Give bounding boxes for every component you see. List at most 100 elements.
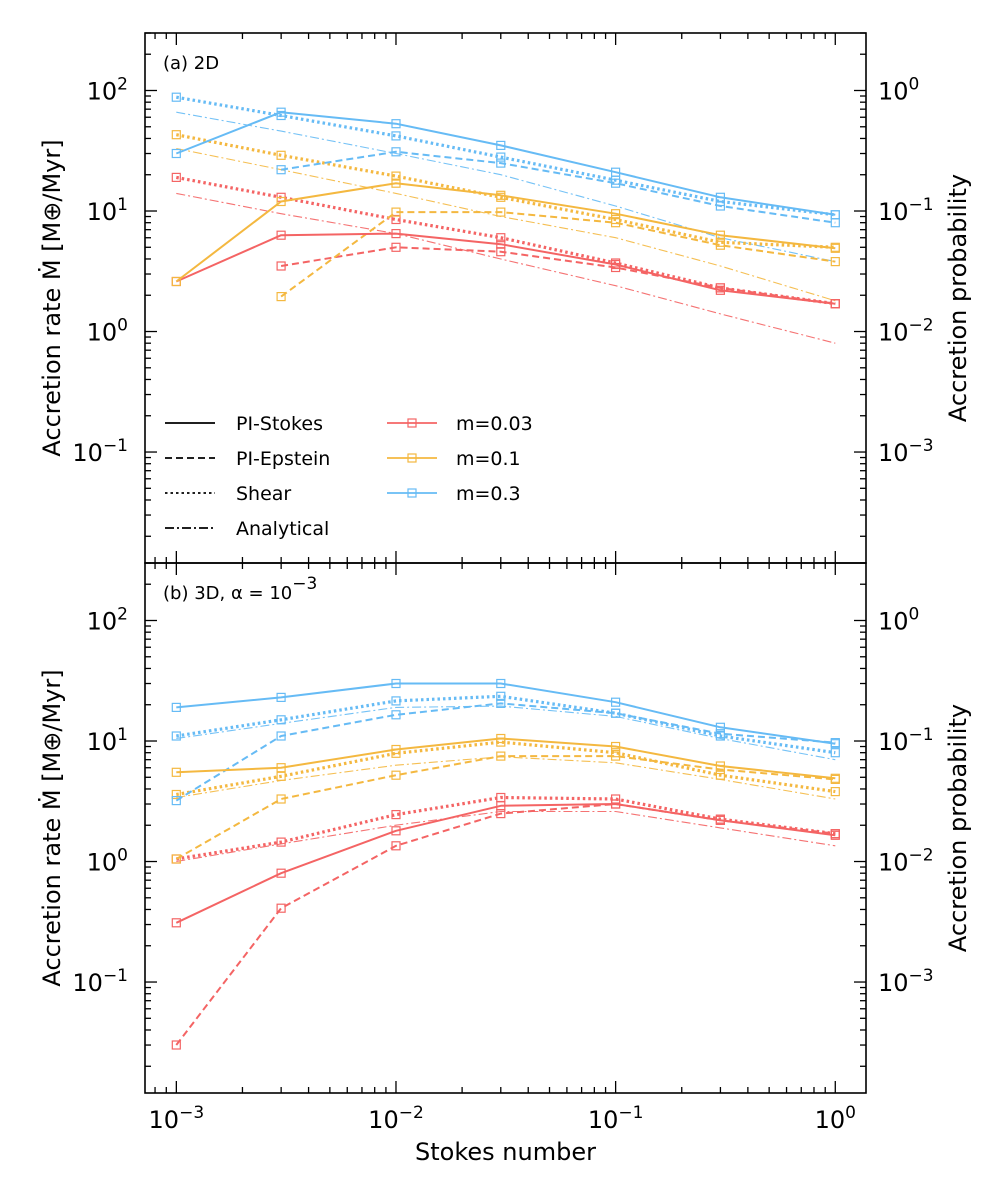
data-point-m-0.1-pi-stokes — [830, 773, 840, 783]
data-point-m-0.03-shear — [496, 233, 506, 243]
series-line-m-0.1-pi-stokes — [176, 737, 836, 780]
data-point-m-0.3-pi-epstein — [276, 165, 286, 175]
data-point-m-0.3-shear — [171, 92, 181, 102]
legend-marker-m-0.03 — [407, 418, 417, 428]
data-point-m-0.3-pi-stokes — [715, 192, 726, 202]
y2-tick-label: 10−1 — [878, 725, 934, 756]
y2-tick-label: 100 — [878, 604, 919, 635]
data-point-m-0.03-pi-stokes — [610, 799, 621, 809]
x-tick-label: 10−1 — [588, 1103, 644, 1134]
panel-a: 102 101 100 10−1 100 10−1 10−2 10−3 Accretion ra… — [37, 32, 972, 564]
series-line-m-0.3-shear — [176, 694, 836, 755]
data-point-m-0.3-pi-stokes — [610, 167, 621, 177]
data-point-m-0.3-pi-epstein — [391, 710, 401, 720]
data-point-m-0.1-pi-stokes — [830, 243, 840, 253]
series-line-m-0.1-shear — [175, 133, 836, 249]
data-point-m-0.1-pi-stokes — [610, 209, 621, 219]
legend-label-dashdot: Analytical — [236, 518, 329, 540]
series-line-m-0.03-pi-epstein — [175, 803, 836, 1046]
data-point-m-0.1-pi-epstein — [496, 751, 506, 761]
series-line-m-0.1-shear — [176, 740, 836, 797]
y2-tick-label: 10−1 — [878, 195, 934, 226]
legend-label-m-0.03: m=0.03 — [456, 413, 533, 435]
data-point-m-0.3-shear — [830, 748, 840, 758]
data-point-m-0.03-shear — [391, 809, 401, 820]
series-line-m-0.3-shear — [176, 95, 836, 217]
x-tick-label: 100 — [815, 1103, 856, 1134]
series-line-m-0.03-pi-stokes — [175, 803, 836, 924]
series-line-m-0.03-shear — [176, 795, 836, 861]
tick-marks — [145, 562, 866, 1093]
data-point-m-0.1-shear — [391, 171, 401, 181]
data-point-m-0.03-pi-stokes — [391, 229, 401, 239]
series-line-m-0.3-pi-stokes — [175, 111, 836, 216]
data-point-m-0.1-shear — [715, 770, 726, 780]
data-point-m-0.03-pi-stokes — [830, 299, 840, 309]
legend-label-dotted: Shear — [236, 483, 291, 505]
series-line-m-0.03-pi-epstein — [280, 246, 836, 305]
data-point-m-0.3-pi-epstein — [496, 158, 506, 168]
data-point-m-0.3-pi-stokes — [391, 119, 401, 129]
legend-label-dashed: PI-Epstein — [236, 448, 330, 470]
y-tick-label: 101 — [87, 195, 128, 226]
series-line-m-0.03-analytical — [176, 192, 836, 344]
data-point-m-0.03-shear — [171, 172, 181, 182]
y2-tick-label: 10−2 — [878, 846, 934, 877]
data-point-m-0.3-pi-stokes — [391, 678, 401, 689]
x-axis-title: Stokes number — [415, 1138, 596, 1166]
y2-tick-label: 10−2 — [878, 316, 934, 347]
legend-marker-m-0.1 — [407, 453, 417, 463]
data-point-m-0.3-pi-epstein — [610, 178, 621, 188]
series-line-m-0.3-pi-stokes — [176, 682, 836, 745]
data-point-m-0.03-pi-stokes — [171, 918, 181, 928]
data-point-m-0.03-pi-epstein — [276, 903, 286, 913]
series-line-m-0.03-pi-stokes — [175, 232, 836, 305]
data-point-m-0.3-pi-stokes — [610, 697, 621, 707]
series-group — [171, 678, 840, 1050]
data-point-m-0.3-pi-stokes — [496, 678, 506, 689]
data-point-m-0.1-shear — [171, 789, 181, 800]
data-point-m-0.3-shear — [391, 131, 401, 141]
x-tick-label: 10−3 — [149, 1103, 205, 1134]
y-tick-label: 10−1 — [72, 436, 128, 467]
y2-axis-title: Accretion probability — [944, 704, 972, 952]
data-point-m-0.1-pi-stokes — [610, 741, 621, 752]
data-point-m-0.1-pi-epstein — [830, 257, 840, 267]
tick-marks — [145, 32, 866, 563]
data-point-m-0.03-pi-epstein — [391, 841, 401, 851]
x-tick-label: 10−2 — [368, 1103, 424, 1134]
y2-tick-label: 100 — [878, 74, 919, 105]
data-point-m-0.03-shear — [276, 837, 286, 847]
data-point-m-0.03-pi-stokes — [276, 230, 286, 240]
y-tick-label: 100 — [87, 316, 128, 347]
data-point-m-0.1-pi-epstein — [391, 770, 401, 780]
data-point-m-0.1-pi-epstein — [391, 207, 401, 217]
data-point-m-0.3-pi-stokes — [496, 140, 506, 150]
data-point-m-0.3-pi-epstein — [276, 731, 286, 741]
data-point-m-0.1-shear — [276, 150, 286, 160]
data-point-m-0.03-pi-stokes — [610, 259, 621, 270]
data-point-m-0.03-shear — [391, 214, 401, 225]
data-point-m-0.03-pi-stokes — [276, 868, 286, 878]
data-point-m-0.3-pi-stokes — [830, 210, 840, 220]
plot-frame — [144, 562, 867, 1094]
data-point-m-0.1-pi-epstein — [171, 854, 181, 864]
legend-label-m-0.1: m=0.1 — [456, 448, 521, 470]
y-axis-title: Accretion rate Ṁ [M⊕/Myr] — [37, 139, 66, 456]
data-point-m-0.3-pi-epstein — [715, 201, 726, 211]
data-point-m-0.1-pi-stokes — [715, 230, 726, 240]
series-line-m-0.3-analytical — [176, 111, 836, 263]
data-point-m-0.3-shear — [496, 691, 506, 701]
data-point-m-0.03-pi-stokes — [391, 826, 401, 836]
data-point-m-0.1-pi-epstein — [496, 207, 506, 217]
data-point-m-0.3-pi-epstein — [391, 147, 401, 157]
data-point-m-0.3-pi-epstein — [610, 708, 621, 718]
data-point-m-0.3-pi-stokes — [171, 148, 181, 159]
series-line-m-0.3-pi-epstein — [280, 150, 836, 224]
series-line-m-0.1-analytical — [176, 147, 836, 302]
legend-label-m-0.3: m=0.3 — [456, 483, 521, 505]
panel-label: (a) 2D — [163, 53, 219, 74]
data-point-m-0.3-pi-stokes — [276, 692, 286, 703]
data-point-m-0.03-pi-stokes — [715, 285, 726, 295]
